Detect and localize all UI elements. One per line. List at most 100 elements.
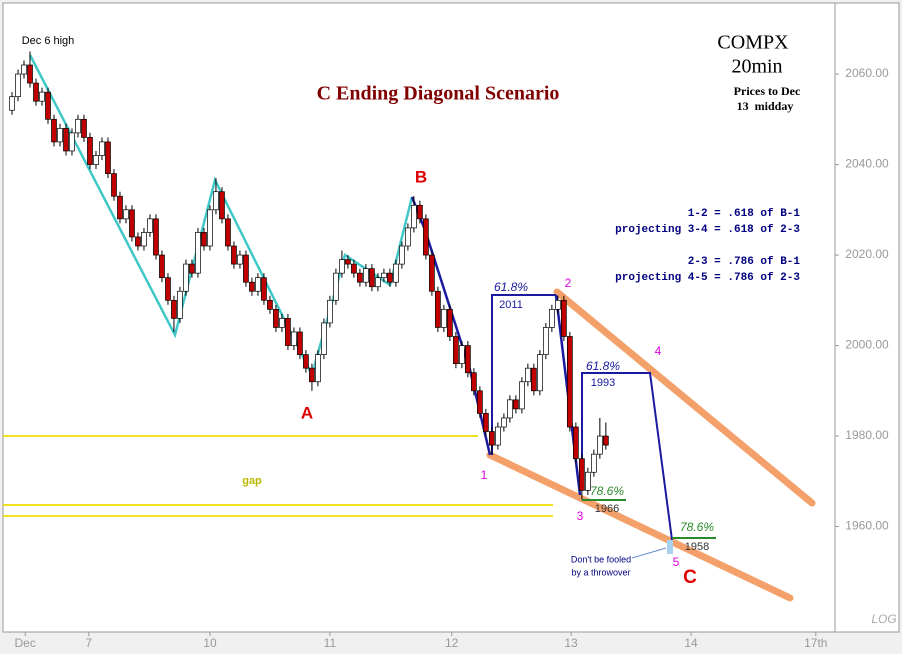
candle-body <box>195 232 201 274</box>
candle-body <box>393 263 399 283</box>
candle-body <box>9 96 15 111</box>
throwover-mark <box>667 540 673 554</box>
candle-body <box>327 299 333 324</box>
candle-body <box>411 204 417 229</box>
x-tick-label: Dec <box>15 636 36 650</box>
candle-body <box>33 82 39 102</box>
candle-body <box>141 232 147 247</box>
candle-body <box>579 458 585 491</box>
fib-label: 78.6% <box>680 520 714 534</box>
upper-trendline <box>553 288 816 507</box>
candle-body <box>177 290 183 319</box>
candle-body <box>81 118 87 138</box>
note: Prices to Dec <box>734 84 801 98</box>
pointer <box>631 547 667 559</box>
candle-body <box>39 91 45 102</box>
y-tick-label: 2060.00 <box>845 66 889 80</box>
fib-note: projecting 4-5 = .786 of 2-3 <box>615 272 800 284</box>
interval: 20min <box>731 56 782 78</box>
wave-number: 2 <box>565 276 572 290</box>
candle-body <box>159 254 165 279</box>
annotation: Don't be fooled <box>571 554 631 564</box>
candle-body <box>381 272 387 279</box>
candle-body <box>435 290 441 328</box>
candle-body <box>21 64 27 75</box>
candle-body <box>483 413 489 432</box>
candle-body <box>45 91 51 120</box>
candle-body <box>567 336 573 428</box>
candle-body <box>255 277 261 292</box>
candle-body <box>15 73 21 98</box>
candle-body <box>63 127 69 152</box>
scale-label: LOG <box>871 612 896 626</box>
candle-body <box>543 327 549 355</box>
candle-body <box>249 281 255 292</box>
candle-body <box>51 118 57 143</box>
candle-body <box>135 236 141 247</box>
wave-number: 1 <box>481 468 488 482</box>
candle-body <box>525 367 531 383</box>
candle-body <box>261 277 267 301</box>
fib-note: projecting 3-4 = .618 of 2-3 <box>615 224 800 236</box>
candle-body <box>471 372 477 392</box>
candle-body <box>147 218 153 233</box>
candle-body <box>273 309 279 328</box>
candle-body <box>315 354 321 383</box>
wave-number: 3 <box>577 509 584 523</box>
candle-body <box>123 209 129 220</box>
candle-body <box>591 453 597 473</box>
x-tick-label: 13 <box>564 636 578 650</box>
symbol: COMPX <box>717 32 789 54</box>
candle-body <box>207 209 213 247</box>
candle-body <box>357 272 363 283</box>
candle-body <box>519 381 525 410</box>
candle-body <box>345 259 351 265</box>
candle-body <box>489 431 495 446</box>
candle-body <box>189 263 195 274</box>
fib-label: 61.8% <box>494 280 528 294</box>
candle-body <box>555 299 561 310</box>
y-tick-label: 2040.00 <box>845 157 889 171</box>
candle-body <box>585 471 591 491</box>
candle-body <box>297 331 303 355</box>
candle-body <box>111 173 117 197</box>
candle-body <box>285 318 291 346</box>
candle-body <box>57 127 63 143</box>
x-tick-label: 7 <box>85 636 92 650</box>
candle-body <box>375 277 381 288</box>
candle-body <box>465 345 471 374</box>
fib-price: 1966 <box>595 503 619 515</box>
wave-label: B <box>415 167 427 186</box>
fib-note: 1-2 = .618 of B-1 <box>688 208 801 220</box>
x-tick-label: 12 <box>445 636 459 650</box>
candle-body <box>291 331 297 346</box>
candle-body <box>429 254 435 292</box>
candle-body <box>105 141 111 174</box>
candle-body <box>597 435 603 455</box>
candle-body <box>99 141 105 156</box>
y-tick-label: 1960.00 <box>845 519 889 533</box>
candle-body <box>183 263 189 292</box>
candle-body <box>549 309 555 328</box>
annotation: Dec 6 high <box>22 35 75 47</box>
candle-body <box>447 309 453 337</box>
candle-body <box>561 299 567 337</box>
candle-body <box>129 209 135 238</box>
wave-label: C <box>683 567 697 588</box>
candle-body <box>219 191 225 220</box>
fib-box <box>581 372 673 541</box>
candle-body <box>339 259 345 274</box>
candle-body <box>387 272 393 283</box>
candle-body <box>153 218 159 256</box>
x-tick-label: 14 <box>684 636 698 650</box>
candle-body <box>303 354 309 369</box>
candle-body <box>267 299 273 310</box>
candle-body <box>603 435 609 446</box>
fib-label: 61.8% <box>586 359 620 373</box>
candle-body <box>459 345 465 365</box>
candle-body <box>531 367 537 392</box>
x-tick-label: 10 <box>203 636 217 650</box>
candle-body <box>573 426 579 460</box>
plot-area <box>2 2 836 633</box>
